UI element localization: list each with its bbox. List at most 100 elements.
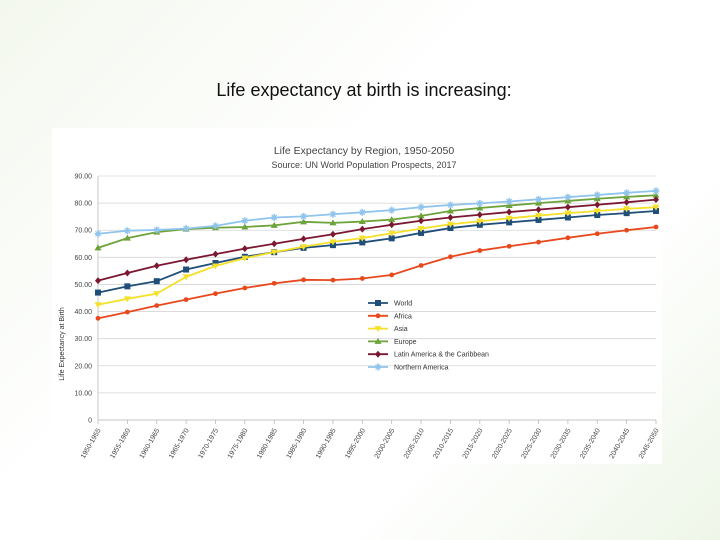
star-stroke bbox=[564, 194, 571, 201]
data-point-latin-america-the-caribbean bbox=[564, 203, 571, 211]
star-stroke bbox=[388, 207, 395, 214]
series-line-asia bbox=[97, 206, 657, 306]
chart-title: Life Expectancy by Region, 1950-2050 bbox=[274, 145, 455, 157]
data-point-asia bbox=[388, 230, 396, 237]
data-point-asia bbox=[476, 218, 484, 225]
star-stroke bbox=[212, 222, 219, 229]
data-point-africa bbox=[653, 224, 659, 230]
y-tick-label: 20.00 bbox=[74, 363, 92, 370]
star-stroke bbox=[359, 209, 366, 216]
x-tick-label: 1950-1955 bbox=[80, 427, 103, 460]
data-point-africa bbox=[594, 231, 600, 237]
data-point-northern-america bbox=[270, 213, 278, 221]
legend-item-europe: Europe bbox=[368, 337, 417, 346]
data-point-asia bbox=[593, 208, 601, 215]
x-tick-label: 1960-1965 bbox=[139, 427, 162, 460]
x-tick-label: 2025-2030 bbox=[520, 427, 543, 460]
data-point-world bbox=[124, 283, 131, 290]
star-stroke bbox=[653, 187, 659, 194]
data-point-europe bbox=[505, 202, 513, 209]
x-tick-label: 2035-2040 bbox=[579, 427, 602, 460]
data-point-northern-america bbox=[123, 227, 131, 235]
star-stroke bbox=[153, 227, 160, 233]
data-point-africa bbox=[242, 285, 248, 291]
life-expectancy-chart: Life Expectancy by Region, 1950-2050 Sou… bbox=[59, 145, 661, 460]
x-tick-label: 1980-1985 bbox=[256, 427, 279, 460]
data-point-latin-america-the-caribbean bbox=[183, 256, 190, 264]
y-tick-label: 30.00 bbox=[74, 336, 92, 343]
data-point-asia bbox=[241, 255, 249, 262]
data-point-asia bbox=[446, 221, 454, 228]
x-tick-label: 2030-2035 bbox=[550, 427, 573, 460]
series-europe bbox=[94, 191, 660, 251]
data-point-africa bbox=[565, 235, 571, 241]
legend-label: Latin America & the Caribbean bbox=[394, 352, 489, 359]
x-tick-label: 1985-1990 bbox=[286, 427, 309, 460]
data-point-europe bbox=[300, 218, 308, 225]
data-point-latin-america-the-caribbean bbox=[359, 225, 366, 233]
star-stroke bbox=[95, 230, 101, 237]
data-point-latin-america-the-caribbean bbox=[271, 240, 278, 248]
data-point-world bbox=[476, 221, 483, 228]
data-point-africa bbox=[124, 309, 130, 315]
legend-item-asia: Asia bbox=[368, 326, 408, 333]
legend-item-africa: Africa bbox=[368, 313, 412, 320]
chart-subtitle: Source: UN World Population Prospects, 2… bbox=[272, 160, 457, 170]
series-asia bbox=[94, 204, 660, 309]
data-point-africa bbox=[506, 243, 512, 249]
data-point-northern-america bbox=[593, 191, 601, 199]
data-point-latin-america-the-caribbean bbox=[241, 245, 248, 253]
data-point-europe bbox=[123, 234, 131, 241]
legend: World Africa Asia Europe Latin America & the… bbox=[368, 300, 489, 372]
data-point-asia bbox=[623, 206, 631, 213]
data-point-northern-america bbox=[505, 197, 513, 205]
x-tick-label: 1970-1975 bbox=[197, 427, 220, 460]
data-point-world bbox=[359, 239, 366, 246]
data-point-northern-america bbox=[358, 208, 366, 216]
star-stroke bbox=[375, 364, 381, 370]
data-point-africa bbox=[95, 315, 101, 321]
data-point-latin-america-the-caribbean bbox=[329, 230, 336, 238]
data-point-europe bbox=[652, 191, 660, 198]
x-tick-label: 2000-2005 bbox=[374, 427, 397, 460]
series-line-africa bbox=[97, 226, 657, 320]
x-tick-label: 1975-1980 bbox=[227, 427, 250, 460]
legend-swatch-marker bbox=[375, 350, 381, 358]
data-point-europe bbox=[417, 212, 425, 219]
star-stroke bbox=[183, 225, 190, 232]
y-tick-label: 50.00 bbox=[74, 282, 92, 289]
y-tick-label: 60.00 bbox=[74, 255, 92, 262]
data-point-latin-america-the-caribbean bbox=[418, 217, 425, 225]
data-point-world bbox=[388, 235, 395, 242]
data-point-world bbox=[212, 260, 219, 267]
data-point-asia bbox=[505, 215, 513, 222]
data-point-asia bbox=[270, 249, 278, 256]
star-stroke bbox=[418, 204, 424, 211]
legend-item-world: World bbox=[368, 300, 412, 308]
data-point-world bbox=[183, 266, 190, 273]
data-point-northern-america bbox=[94, 230, 102, 238]
data-point-europe bbox=[329, 219, 337, 226]
x-tick-label: 1995-2000 bbox=[344, 427, 367, 460]
data-point-africa bbox=[213, 291, 218, 297]
y-tick-label: 10.00 bbox=[74, 390, 92, 397]
data-point-europe bbox=[94, 244, 102, 251]
legend-label: Africa bbox=[394, 313, 412, 320]
y-tick-label: 0 bbox=[88, 418, 92, 425]
y-tick-label: 90.00 bbox=[74, 174, 92, 181]
x-tick-label: 1955-1960 bbox=[109, 427, 132, 460]
data-point-world bbox=[564, 214, 571, 221]
data-point-latin-america-the-caribbean bbox=[300, 235, 307, 243]
data-point-northern-america bbox=[241, 217, 249, 225]
data-point-europe bbox=[446, 207, 454, 214]
data-point-africa bbox=[183, 297, 189, 303]
legend-item-northern-america: Northern America bbox=[368, 363, 449, 372]
data-point-africa bbox=[536, 239, 541, 245]
x-tick-label: 1990-1995 bbox=[315, 427, 338, 460]
legend-swatch-marker bbox=[375, 313, 381, 319]
star-stroke bbox=[241, 217, 248, 224]
data-point-africa bbox=[389, 272, 395, 278]
data-point-asia bbox=[358, 235, 366, 242]
data-point-world bbox=[623, 210, 630, 217]
data-point-northern-america bbox=[446, 201, 454, 209]
